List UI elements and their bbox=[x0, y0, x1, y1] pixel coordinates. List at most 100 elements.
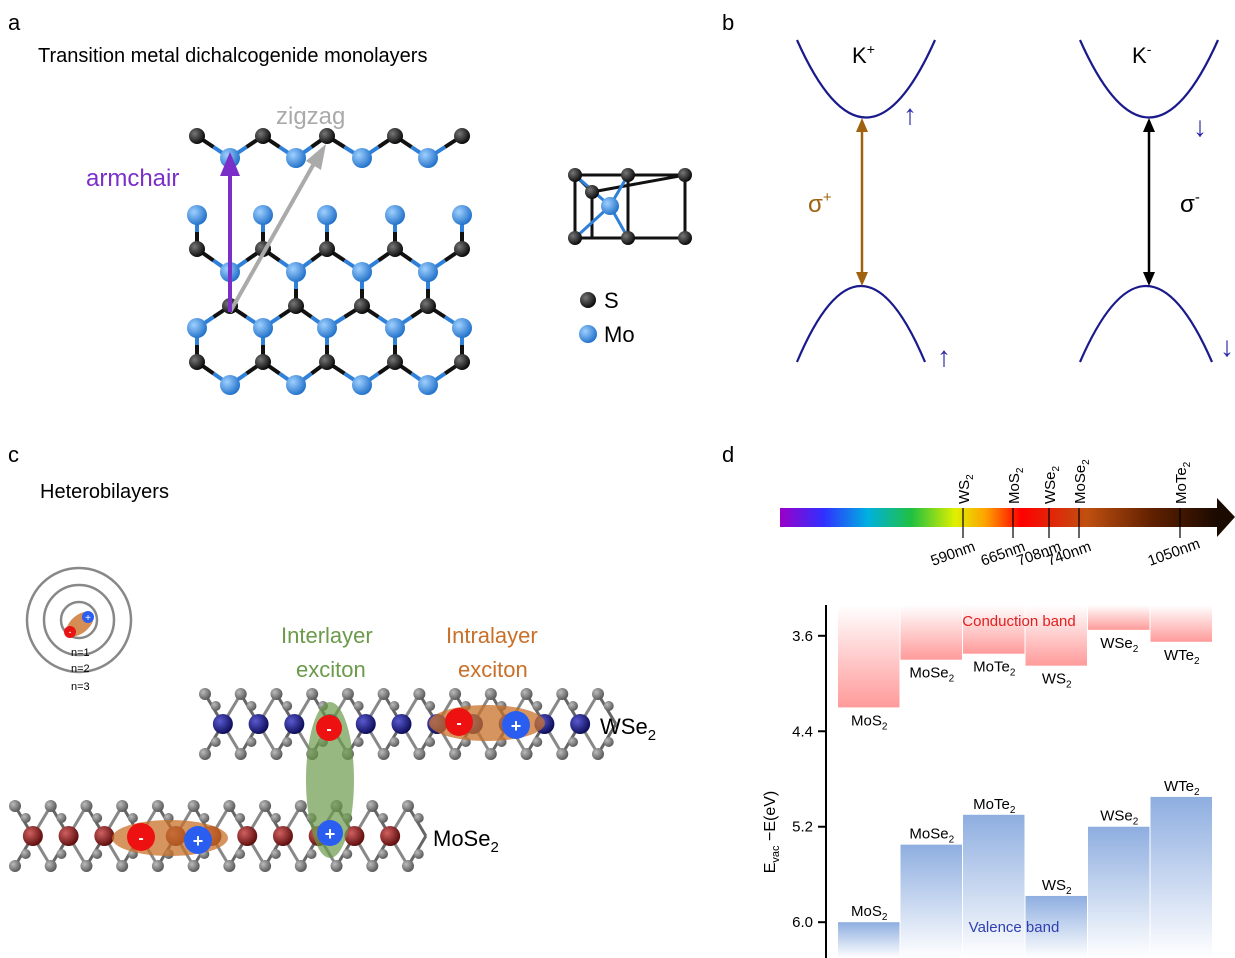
chalcogen-atom bbox=[567, 701, 578, 711]
spin-up-valence-icon: ↑ bbox=[937, 341, 951, 372]
chalcogen-atom bbox=[199, 813, 210, 823]
conduction-band-bar bbox=[1025, 605, 1087, 666]
chalcogen-atom bbox=[56, 849, 67, 859]
chalcogen-atom bbox=[520, 748, 533, 760]
chalcogen-atom bbox=[425, 701, 436, 711]
conduction-band-material-label: MoSe2 bbox=[909, 665, 954, 685]
conduction-band-material-label: MoTe2 bbox=[973, 659, 1016, 679]
interlayer-electron bbox=[316, 715, 342, 741]
chalcogen-atom bbox=[413, 813, 424, 823]
chalcogen-atom bbox=[20, 813, 31, 823]
chalcogen-atom bbox=[44, 860, 57, 872]
chalcogen-atom bbox=[151, 800, 164, 812]
chalcogen-atom bbox=[92, 813, 103, 823]
k-plus-label: K+ bbox=[852, 41, 875, 68]
mo-atom bbox=[385, 205, 405, 225]
spectrum-material-label: MoSe2 bbox=[1072, 459, 1092, 504]
valence-band-material-label: MoSe2 bbox=[909, 826, 954, 846]
chalcogen-atom bbox=[389, 737, 400, 747]
valence-band-material-label: WTe2 bbox=[1164, 778, 1200, 798]
mo-legend-dot bbox=[579, 325, 597, 343]
mo-atom bbox=[317, 318, 337, 338]
band-alignment-chart: 3.6 4.4 5.2 6.0 MoS2 MoS2 MoSe2 MoSe2 MoTe2 MoTe2… bbox=[792, 605, 1212, 958]
s-atom bbox=[319, 354, 335, 370]
chalcogen-atom bbox=[413, 688, 426, 700]
chalcogen-atom bbox=[342, 849, 353, 859]
panel-b: b K+ K- σ+ σ- ↑ ↑ ↓ ↓ bbox=[722, 10, 1234, 372]
chalcogen-atom bbox=[556, 748, 569, 760]
valence-band-bar bbox=[900, 844, 962, 958]
chalcogen-atom bbox=[377, 688, 390, 700]
conduction-band-material-label: MoS2 bbox=[851, 712, 888, 732]
y-tick-label: 3.6 bbox=[792, 628, 813, 645]
k-minus-label: K- bbox=[1132, 41, 1152, 68]
mo-atom bbox=[187, 318, 207, 338]
metal-atom bbox=[237, 826, 258, 846]
wse2-layer bbox=[199, 688, 618, 760]
valence-band-bar bbox=[838, 922, 900, 958]
chalcogen-atom bbox=[259, 860, 272, 872]
s-atom bbox=[420, 298, 436, 314]
chalcogen-atom bbox=[199, 748, 211, 760]
mo-atom bbox=[352, 375, 372, 395]
chalcogen-atom bbox=[20, 849, 31, 859]
conduction-band-material-label: WS2 bbox=[1042, 671, 1072, 691]
spectrum-bar bbox=[780, 508, 1218, 527]
svg-text:-: - bbox=[69, 627, 72, 637]
atom-legend: S Mo bbox=[579, 288, 635, 347]
mo-atom bbox=[352, 148, 372, 168]
chalcogen-atom bbox=[246, 737, 257, 747]
chalcogen-atom bbox=[377, 748, 390, 760]
s-atom bbox=[189, 241, 205, 257]
chalcogen-atom bbox=[567, 737, 578, 747]
chalcogen-atom bbox=[484, 688, 497, 700]
mo-atom bbox=[253, 318, 273, 338]
chalcogen-atom bbox=[282, 737, 293, 747]
k-minus-conduction-band bbox=[1078, 39, 1220, 119]
chalcogen-atom bbox=[294, 860, 307, 872]
metal-atom bbox=[248, 714, 269, 734]
chalcogen-atom bbox=[187, 800, 200, 812]
metal-atom bbox=[272, 826, 293, 846]
wse2-layer-label: WSe2 bbox=[600, 714, 656, 744]
chalcogen-atom bbox=[306, 688, 319, 700]
metal-atom bbox=[355, 714, 376, 734]
valence-band-bar bbox=[1150, 796, 1212, 958]
k-plus-conduction-band bbox=[795, 39, 937, 119]
chalcogen-atom bbox=[116, 860, 129, 872]
s-atom bbox=[454, 354, 470, 370]
s-atom bbox=[387, 241, 403, 257]
lattice bbox=[187, 128, 472, 395]
svg-text:-: - bbox=[326, 721, 331, 738]
chalcogen-atom bbox=[341, 688, 354, 700]
chalcogen-atom bbox=[603, 701, 614, 711]
chalcogen-atom bbox=[556, 688, 569, 700]
s-legend-label: S bbox=[604, 288, 619, 313]
y-tick-label: 6.0 bbox=[792, 914, 813, 931]
spin-down-conduction-icon: ↓ bbox=[1193, 111, 1207, 142]
chalcogen-atom bbox=[80, 860, 93, 872]
spectrum-material-label: MoS2 bbox=[1006, 467, 1026, 504]
interlayer-exciton bbox=[306, 702, 354, 858]
chalcogen-atom bbox=[532, 701, 543, 711]
s-atom bbox=[354, 298, 370, 314]
chalcogen-atom bbox=[235, 849, 246, 859]
chalcogen-atom bbox=[449, 688, 462, 700]
rydberg-diagram: - + n=1 n=2 n=3 bbox=[25, 566, 133, 693]
chalcogen-atom bbox=[484, 748, 497, 760]
chalcogen-atom bbox=[449, 748, 462, 760]
intralayer-label-line1: Intralayer bbox=[446, 623, 538, 648]
mo-atom bbox=[220, 375, 240, 395]
mo-atom bbox=[385, 318, 405, 338]
chalcogen-atom bbox=[532, 737, 543, 747]
chalcogen-atom bbox=[187, 860, 200, 872]
panel-a-title: Transition metal dichalcogenide monolaye… bbox=[38, 45, 427, 67]
panel-d: d WS2590nmMoS2665nmWSe2708nmMoSe2740nmMo… bbox=[722, 442, 1235, 958]
chalcogen-atom bbox=[9, 860, 21, 872]
chalcogen-atom bbox=[223, 860, 236, 872]
s-atom bbox=[387, 128, 403, 144]
chalcogen-atom bbox=[199, 688, 211, 700]
mo-atom bbox=[452, 318, 472, 338]
valence-band-material-label: MoS2 bbox=[851, 903, 888, 923]
